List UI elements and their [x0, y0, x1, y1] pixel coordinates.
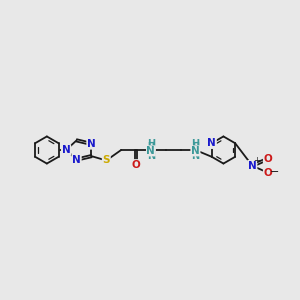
Text: H: H [192, 142, 199, 151]
Text: N: N [62, 145, 70, 155]
Text: −: − [270, 167, 280, 177]
Text: H
N: H N [191, 139, 200, 161]
Text: +: + [254, 156, 260, 165]
Text: S: S [103, 155, 110, 166]
Text: N: N [146, 146, 155, 156]
Text: H
N: H N [147, 139, 155, 161]
Text: N: N [207, 138, 216, 148]
Text: O: O [264, 168, 272, 178]
Text: H: H [147, 142, 154, 151]
Text: N: N [72, 154, 81, 165]
Text: N: N [87, 139, 96, 149]
Text: O: O [132, 160, 140, 170]
Text: N: N [248, 161, 257, 171]
Text: N: N [191, 146, 200, 156]
Text: O: O [264, 154, 272, 164]
